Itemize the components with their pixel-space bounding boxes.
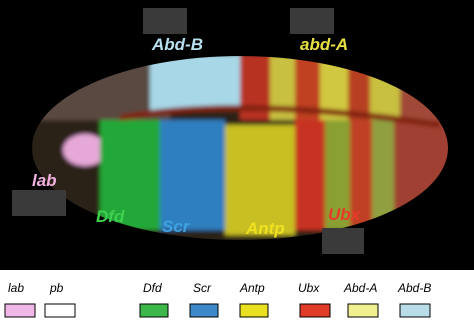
image-label: abd-A [300,35,348,54]
embryo [32,56,448,240]
legend-swatch [239,303,269,318]
legend-label: Ubx [298,281,320,295]
image-label: Ubx [328,205,362,224]
legend-label: lab [8,281,24,295]
image-label: Abd-B [151,35,203,54]
legend-label: pb [49,281,64,295]
legend-swatch [44,303,76,318]
redaction-box [322,228,364,254]
legend: lab pb Dfd Scr Antp Ubx Abd-A Abd-B [4,281,431,318]
legend-swatch [139,303,169,318]
legend-swatch [189,303,219,318]
legend-label: Dfd [143,281,162,295]
redaction-box [290,8,334,34]
legend-swatch [4,303,36,318]
legend-label: Antp [239,281,265,295]
legend-label: Scr [193,281,212,295]
redaction-box [143,8,187,34]
image-label: Dfd [96,207,125,226]
legend-label: Abd-B [397,281,431,295]
legend-swatch [399,303,431,318]
image-label: Antp [245,219,285,238]
legend-label: Abd-A [343,281,377,295]
redaction-box [12,190,66,216]
legend-swatch [299,303,331,318]
image-label: Scr [162,217,191,236]
image-label: lab [32,171,57,190]
legend-swatch [347,303,379,318]
